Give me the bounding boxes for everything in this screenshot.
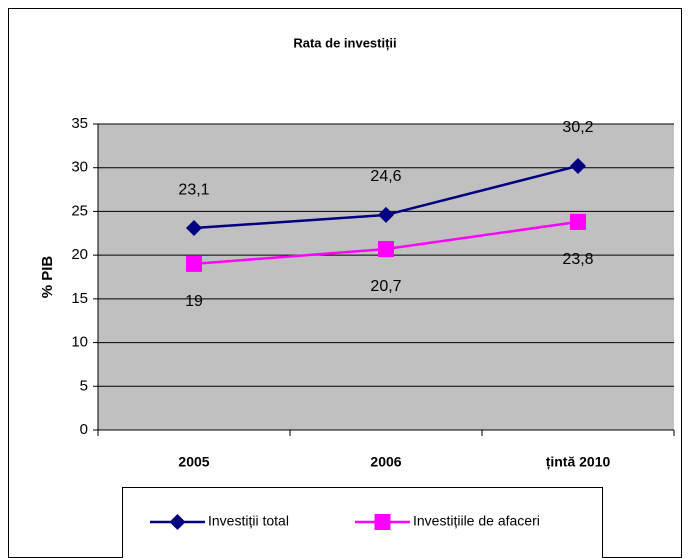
data-point bbox=[570, 157, 586, 174]
legend-marker bbox=[169, 514, 186, 530]
data-point bbox=[186, 220, 202, 237]
legend-label: Investițiile de afaceri bbox=[413, 513, 540, 529]
x-tick-label: 2006 bbox=[370, 454, 401, 470]
data-label: 24,6 bbox=[370, 168, 401, 185]
chart-title: Rata de investiții bbox=[293, 35, 396, 50]
data-point bbox=[570, 213, 586, 230]
y-axis-label: % PIB bbox=[39, 256, 56, 299]
data-label: 23,1 bbox=[178, 181, 209, 198]
x-tick-label: țintă 2010 bbox=[546, 454, 611, 470]
data-label: 30,2 bbox=[562, 119, 593, 136]
y-tick-label: 30 bbox=[71, 159, 88, 176]
y-tick-label: 25 bbox=[71, 202, 88, 219]
y-tick-label: 5 bbox=[80, 377, 88, 394]
x-tick-label: 2005 bbox=[178, 454, 209, 470]
plot-area bbox=[98, 124, 674, 430]
data-label: 23,8 bbox=[562, 251, 593, 268]
data-point bbox=[186, 255, 202, 272]
legend-marker bbox=[374, 514, 391, 530]
data-point bbox=[378, 241, 394, 258]
y-tick-label: 15 bbox=[71, 290, 88, 307]
y-tick-label: 0 bbox=[80, 421, 88, 438]
data-point bbox=[378, 206, 394, 223]
y-tick-label: 35 bbox=[71, 115, 88, 132]
data-label: 19 bbox=[185, 293, 203, 310]
data-label: 20,7 bbox=[370, 278, 401, 295]
y-tick-label: 20 bbox=[71, 246, 88, 263]
legend-label: Investiții total bbox=[208, 513, 289, 529]
y-tick-label: 10 bbox=[71, 334, 88, 351]
